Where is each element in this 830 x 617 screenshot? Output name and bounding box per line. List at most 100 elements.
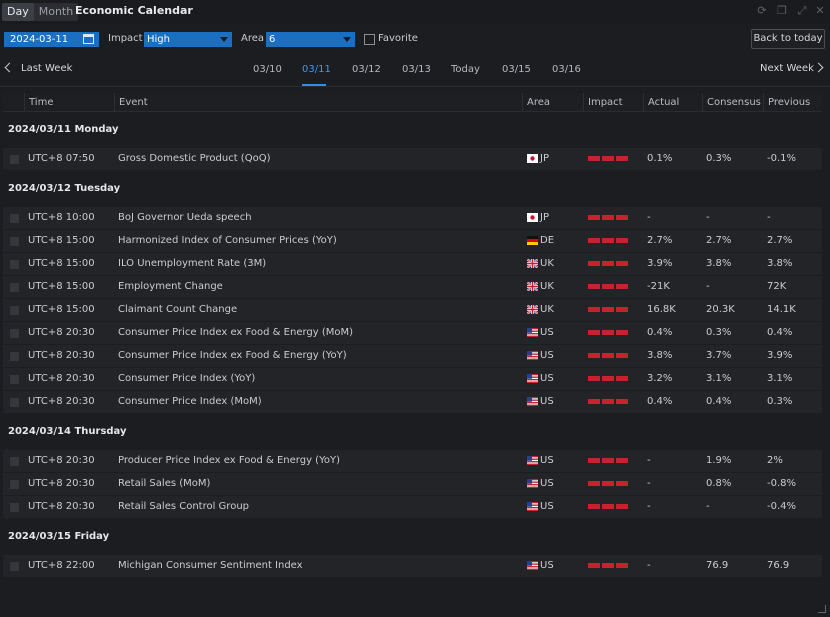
impact-bar	[588, 284, 600, 289]
impact-select[interactable]: High	[144, 32, 232, 47]
row-favorite-checkbox[interactable]	[10, 457, 19, 466]
calendar-icon[interactable]	[83, 34, 94, 44]
title-bar: Day Month Economic Calendar ⟳ ❐ ⤢ ✕	[0, 0, 830, 24]
impact-bar	[602, 353, 614, 358]
area-select[interactable]: 6	[266, 32, 355, 47]
table-row[interactable]: UTC+8 15:00 ILO Unemployment Rate (3M) UK 3…	[3, 253, 822, 276]
day-tab[interactable]: 03/10	[253, 64, 282, 75]
column-header[interactable]: Actual	[643, 93, 702, 112]
date-group-label: 2024/03/12 Tuesday	[8, 183, 121, 194]
row-favorite-checkbox[interactable]	[10, 155, 19, 164]
day-view-button[interactable]: Day	[2, 3, 34, 21]
event-actual: -	[647, 560, 651, 571]
area-label: Area	[241, 33, 265, 44]
flag-us-icon	[527, 479, 538, 488]
column-header[interactable]: Area	[522, 93, 583, 112]
event-name: Gross Domestic Product (QoQ)	[118, 153, 271, 164]
day-tab[interactable]: 03/15	[502, 64, 531, 75]
impact-high-indicator	[588, 284, 628, 289]
calendar-table: Time Event Area Impact Actual Consensus Previo…	[3, 93, 822, 578]
column-header[interactable]: Consensus	[702, 93, 763, 112]
next-week-button[interactable]: Next Week	[760, 63, 814, 74]
impact-high-indicator	[588, 307, 628, 312]
date-value: 2024-03-11	[10, 34, 69, 45]
day-tab[interactable]: Today	[451, 64, 480, 75]
event-previous: 0.3%	[767, 396, 793, 407]
row-favorite-checkbox[interactable]	[10, 352, 19, 361]
table-row[interactable]: UTC+8 07:50 Gross Domestic Product (QoQ) J…	[3, 148, 822, 171]
event-consensus: 3.7%	[706, 350, 732, 361]
flag-us-icon	[527, 456, 538, 465]
row-favorite-checkbox[interactable]	[10, 480, 19, 489]
row-favorite-checkbox[interactable]	[10, 503, 19, 512]
month-view-button[interactable]: Month	[38, 5, 74, 18]
event-actual: -21K	[647, 281, 670, 292]
table-row[interactable]: UTC+8 20:30 Consumer Price Index ex Food …	[3, 345, 822, 368]
column-header[interactable]: Event	[114, 93, 522, 112]
favorite-checkbox[interactable]	[364, 34, 375, 45]
event-consensus: 76.9	[706, 560, 729, 571]
event-actual: -	[647, 212, 651, 223]
row-favorite-checkbox[interactable]	[10, 329, 19, 338]
row-favorite-checkbox[interactable]	[10, 306, 19, 315]
event-actual: -	[647, 455, 651, 466]
date-group-label: 2024/03/14 Thursday	[8, 426, 127, 437]
table-row[interactable]: UTC+8 20:30 Consumer Price Index (YoY) US 3…	[3, 368, 822, 391]
column-header[interactable]: Time	[24, 93, 114, 112]
event-name: Michigan Consumer Sentiment Index	[118, 560, 303, 571]
expand-icon[interactable]: ⤢	[797, 4, 807, 17]
column-header[interactable]: Impact	[583, 93, 643, 112]
back-to-today-button[interactable]: Back to today	[751, 29, 825, 49]
row-favorite-checkbox[interactable]	[10, 562, 19, 571]
date-picker-input[interactable]: 2024-03-11	[4, 32, 99, 47]
favorite-label[interactable]: Favorite	[378, 33, 418, 44]
event-area: US	[540, 373, 554, 384]
row-favorite-checkbox[interactable]	[10, 375, 19, 384]
refresh-icon[interactable]: ⟳	[757, 4, 767, 17]
event-actual: 0.4%	[647, 396, 673, 407]
resize-handle[interactable]	[818, 605, 826, 613]
table-row[interactable]: UTC+8 15:00 Claimant Count Change UK 16.8K 2…	[3, 299, 822, 322]
restore-icon[interactable]: ❐	[777, 4, 787, 17]
row-favorite-checkbox[interactable]	[10, 283, 19, 292]
impact-bar	[616, 481, 628, 486]
day-tab[interactable]: 03/13	[402, 64, 431, 75]
row-favorite-checkbox[interactable]	[10, 214, 19, 223]
event-previous: 14.1K	[767, 304, 796, 315]
day-tab[interactable]: 03/11	[302, 64, 331, 75]
table-row[interactable]: UTC+8 22:00 Michigan Consumer Sentiment I…	[3, 555, 822, 578]
event-time: UTC+8 20:30	[28, 478, 95, 489]
table-row[interactable]: UTC+8 20:30 Producer Price Index ex Food …	[3, 450, 822, 473]
table-row[interactable]: UTC+8 15:00 Employment Change UK -21K - 72K	[3, 276, 822, 299]
impact-select-value: High	[147, 34, 170, 45]
table-row[interactable]: UTC+8 20:30 Consumer Price Index (MoM) US 0…	[3, 391, 822, 414]
last-week-button[interactable]: Last Week	[21, 63, 73, 74]
event-time: UTC+8 15:00	[28, 304, 95, 315]
table-row[interactable]: UTC+8 20:30 Consumer Price Index ex Food …	[3, 322, 822, 345]
day-tab[interactable]: 03/12	[352, 64, 381, 75]
impact-high-indicator	[588, 399, 628, 404]
table-row[interactable]: UTC+8 20:30 Retail Sales (MoM) US -0.8% -0.8…	[3, 473, 822, 496]
impact-high-indicator	[588, 238, 628, 243]
day-tab[interactable]: 03/16	[552, 64, 581, 75]
event-previous: -0.1%	[767, 153, 797, 164]
row-favorite-checkbox[interactable]	[10, 398, 19, 407]
table-row[interactable]: UTC+8 15:00 Harmonized Index of Consumer …	[3, 230, 822, 253]
row-favorite-checkbox[interactable]	[10, 260, 19, 269]
chevron-left-icon[interactable]	[4, 62, 15, 73]
impact-bar	[602, 458, 614, 463]
event-previous: -0.4%	[767, 501, 797, 512]
flag-us-icon	[527, 328, 538, 337]
event-consensus: 2.7%	[706, 235, 732, 246]
date-group-header: 2024/03/11 Monday	[3, 112, 822, 148]
chevron-right-icon[interactable]	[813, 62, 824, 73]
table-row[interactable]: UTC+8 20:30 Retail Sales Control Group US -…	[3, 496, 822, 519]
table-row[interactable]: UTC+8 10:00 BoJ Governor Ueda speech JP - - -	[3, 207, 822, 230]
close-icon[interactable]: ✕	[815, 4, 825, 17]
impact-label: Impact	[108, 33, 143, 44]
flag-us-icon	[527, 397, 538, 406]
flag-jp-icon	[527, 154, 538, 163]
column-header[interactable]: Previous	[763, 93, 822, 112]
row-favorite-checkbox[interactable]	[10, 237, 19, 246]
impact-bar	[588, 156, 600, 161]
